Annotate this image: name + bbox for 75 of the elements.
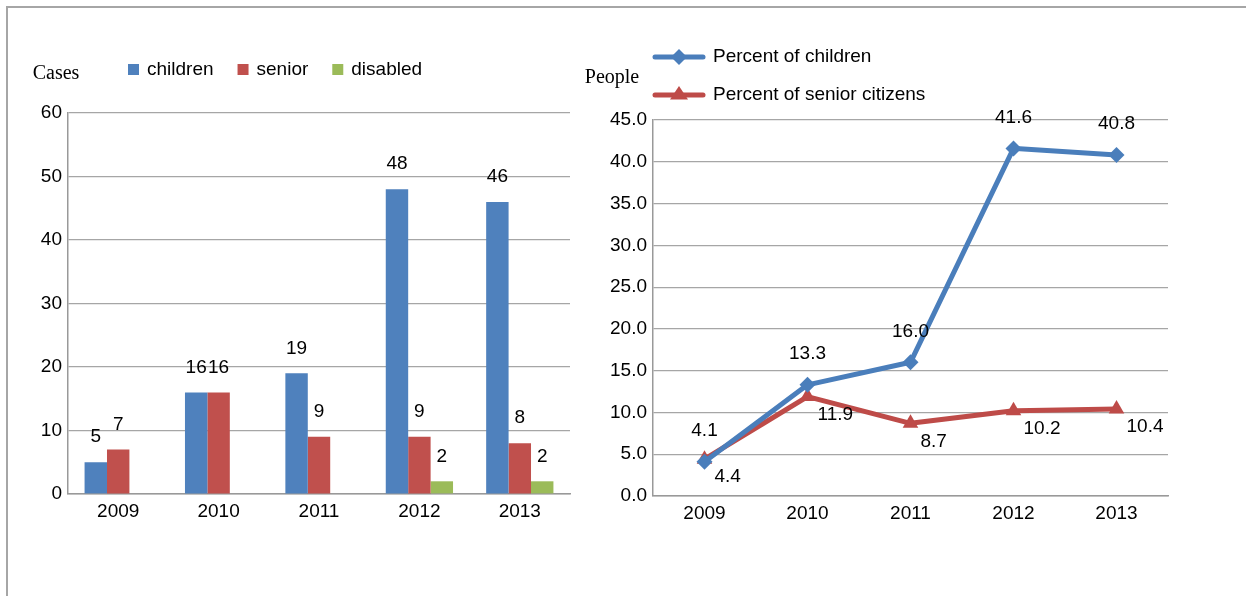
legend-label: senior <box>256 58 309 80</box>
data-label: 4.4 <box>714 465 742 487</box>
y-tick-label: 25.0 <box>610 275 647 297</box>
x-tick-label: 2012 <box>992 501 1035 523</box>
bar <box>385 189 409 494</box>
x-tick-label: 2009 <box>683 501 726 523</box>
data-label: 10.4 <box>1126 415 1164 437</box>
legend-label: Percent of children <box>713 45 872 67</box>
y-tick-label: 10.0 <box>610 400 647 422</box>
data-label: 16 <box>208 355 230 377</box>
point <box>1108 147 1125 164</box>
point <box>799 376 816 393</box>
bar <box>84 462 107 494</box>
y-tick-label: 15.0 <box>610 358 647 380</box>
data-label: 8.7 <box>920 429 947 451</box>
point <box>902 414 919 428</box>
data-label: 10.2 <box>1023 417 1061 439</box>
data-label: 11.9 <box>817 402 854 424</box>
x-tick-label: 2010 <box>786 501 829 523</box>
data-label: 41.6 <box>995 105 1032 127</box>
y-tick-label: 0 <box>51 482 62 504</box>
point <box>902 354 919 371</box>
y-tick-label: 20 <box>40 355 62 377</box>
x-tick-label: 2012 <box>398 499 441 521</box>
data-label: 13.3 <box>789 342 826 364</box>
bar <box>430 481 454 494</box>
y-tick-label: 35.0 <box>610 191 647 213</box>
x-tick-label: 2013 <box>498 499 541 521</box>
x-tick-label: 2011 <box>298 499 340 521</box>
y-tick-label: 10 <box>40 418 62 440</box>
data-label: 46 <box>486 165 508 187</box>
point <box>696 453 713 470</box>
legend-label: disabled <box>351 58 423 80</box>
x-tick-label: 2013 <box>1095 501 1138 523</box>
bar <box>408 436 431 494</box>
y-tick-label: 30 <box>40 291 62 313</box>
data-label: 5 <box>90 425 102 447</box>
x-tick-label: 2009 <box>97 499 140 521</box>
y-tick-label: 5.0 <box>620 442 647 464</box>
bar <box>486 201 509 494</box>
y-tick-label: 60 <box>40 101 62 123</box>
x-tick-label: 2010 <box>197 499 240 521</box>
data-label: 19 <box>286 336 308 358</box>
y-tick-label: 40 <box>40 228 62 250</box>
data-label: 2 <box>536 444 548 466</box>
point <box>1005 401 1022 416</box>
data-label: 9 <box>414 400 425 422</box>
data-label: 9 <box>313 400 325 422</box>
data-label: 4.1 <box>691 418 718 440</box>
bar <box>184 392 208 494</box>
point <box>1108 400 1125 414</box>
y-tick-label: 50 <box>40 164 62 186</box>
data-label: 2 <box>436 444 448 466</box>
bar <box>307 436 331 494</box>
data-label: 48 <box>386 152 408 174</box>
bar <box>106 449 130 494</box>
bar <box>207 392 230 494</box>
legend-label: children <box>147 58 214 80</box>
bar <box>531 481 554 494</box>
data-label: 7 <box>112 412 124 434</box>
y-tick-label: 40.0 <box>610 150 647 172</box>
y-tick-label: 0.0 <box>620 484 647 506</box>
y-tick-label: 20.0 <box>610 317 647 339</box>
x-tick-label: 2011 <box>890 501 931 523</box>
bar <box>508 443 532 494</box>
point <box>1005 140 1022 157</box>
y-axis-title: Cases <box>32 61 80 84</box>
y-axis-title: People <box>584 65 640 89</box>
data-label: 16 <box>185 355 207 377</box>
data-label: 8 <box>514 406 526 428</box>
y-tick-label: 30.0 <box>610 233 647 255</box>
y-tick-label: 45.0 <box>610 108 647 130</box>
data-label: 40.8 <box>1098 112 1135 134</box>
legend-label: Percent of senior citizens <box>713 83 926 105</box>
bar <box>285 373 308 494</box>
